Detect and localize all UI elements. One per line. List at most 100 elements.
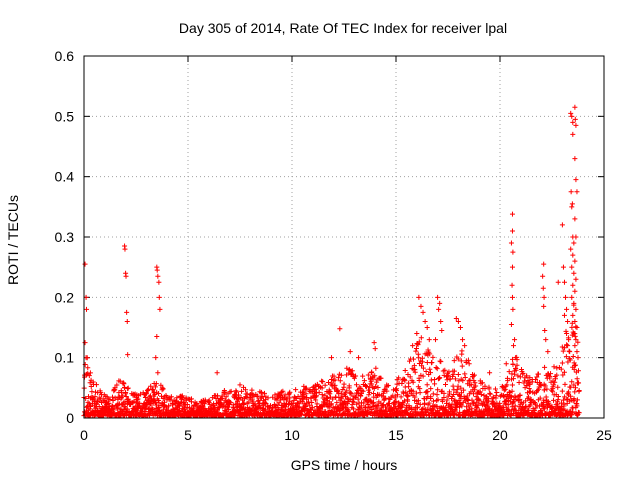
data-point <box>82 374 88 380</box>
data-point <box>573 177 579 183</box>
data-point <box>295 401 301 407</box>
data-point <box>486 386 492 392</box>
data-point <box>413 345 419 351</box>
data-point <box>373 383 379 389</box>
data-point <box>508 394 514 400</box>
data-point <box>214 370 220 376</box>
data-point <box>428 370 434 376</box>
data-point <box>459 363 465 369</box>
data-point <box>574 376 580 382</box>
data-point <box>219 395 225 401</box>
data-point <box>454 387 460 393</box>
data-point <box>216 405 222 411</box>
y-tick-label: 0.6 <box>55 48 75 64</box>
data-point <box>555 384 561 390</box>
data-point <box>455 372 461 378</box>
data-point <box>124 318 130 324</box>
data-point <box>528 389 534 395</box>
data-point <box>561 279 567 285</box>
data-point <box>344 388 350 394</box>
data-point <box>573 276 579 282</box>
data-point <box>122 246 128 252</box>
data-point <box>444 400 450 406</box>
data-point <box>235 396 241 402</box>
data-point <box>567 349 573 355</box>
data-point <box>375 403 381 409</box>
data-point <box>511 398 517 404</box>
data-point <box>170 401 176 407</box>
data-point <box>88 404 94 410</box>
data-point <box>450 383 456 389</box>
data-point <box>552 379 558 385</box>
data-point <box>300 389 306 395</box>
data-point <box>353 373 359 379</box>
data-point <box>415 342 421 348</box>
data-point <box>252 401 258 407</box>
y-tick-label: 0.3 <box>55 229 75 245</box>
data-point <box>385 382 391 388</box>
data-point <box>367 375 373 381</box>
data-point <box>368 410 374 416</box>
data-point <box>307 402 313 408</box>
data-point <box>360 373 366 379</box>
data-point <box>427 351 433 357</box>
data-point <box>276 400 282 406</box>
data-point <box>509 388 515 394</box>
data-point <box>156 390 162 396</box>
data-point <box>319 385 325 391</box>
data-point <box>147 411 153 417</box>
data-point <box>393 398 399 404</box>
data-point <box>414 331 420 337</box>
data-point <box>369 369 375 375</box>
data-point <box>410 343 416 349</box>
data-point <box>379 403 385 409</box>
data-point <box>460 378 466 384</box>
data-point <box>568 110 574 116</box>
data-point <box>469 397 475 403</box>
data-point <box>576 380 582 386</box>
data-point <box>524 382 530 388</box>
data-point <box>572 258 578 264</box>
data-point <box>535 371 541 377</box>
data-point <box>155 370 161 376</box>
data-point <box>511 343 517 349</box>
data-point <box>560 264 566 270</box>
data-point <box>574 189 580 195</box>
data-point <box>487 391 493 397</box>
data-point <box>85 365 91 371</box>
data-point <box>560 348 566 354</box>
data-point <box>446 389 452 395</box>
data-point <box>405 393 411 399</box>
data-point <box>213 396 219 402</box>
data-point <box>570 119 576 125</box>
data-point <box>228 388 234 394</box>
data-point <box>233 389 239 395</box>
data-point <box>470 400 476 406</box>
data-point <box>555 279 561 285</box>
data-point <box>455 383 461 389</box>
data-point <box>462 343 468 349</box>
data-point <box>391 401 397 407</box>
data-point <box>215 393 221 399</box>
data-point <box>437 300 443 306</box>
data-point <box>447 376 453 382</box>
data-point <box>441 390 447 396</box>
data-point <box>376 392 382 398</box>
data-point <box>395 392 401 398</box>
x-tick-label: 15 <box>388 427 404 443</box>
data-point <box>82 362 88 368</box>
y-tick-label: 0.1 <box>55 350 75 366</box>
data-point <box>573 362 579 368</box>
data-point <box>155 397 161 403</box>
data-point <box>570 252 576 258</box>
data-point <box>438 359 444 365</box>
data-point <box>509 264 515 270</box>
data-point <box>158 382 164 388</box>
data-point <box>223 394 229 400</box>
data-point <box>303 403 309 409</box>
data-point <box>508 240 514 246</box>
data-point <box>313 394 319 400</box>
data-point <box>571 382 577 388</box>
data-point <box>350 398 356 404</box>
data-point <box>420 373 426 379</box>
